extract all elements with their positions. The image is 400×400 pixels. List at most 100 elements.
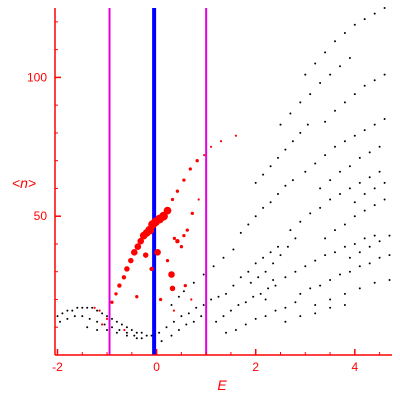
x-tick-label: -2 [52, 360, 63, 374]
data-point-s1-80 [244, 323, 247, 326]
data-point-s1-70 [222, 315, 225, 318]
data-point-s1-159 [339, 273, 341, 276]
data-point-s1-87 [247, 223, 250, 226]
data-point-s0-9 [131, 249, 138, 256]
x-axis-label: E [217, 377, 227, 393]
data-point-s1-64 [247, 270, 250, 273]
data-point-s1-191 [363, 193, 366, 195]
data-point-s1-13 [120, 323, 123, 326]
data-point-s0-41 [169, 285, 176, 292]
data-point-s1-20 [59, 320, 61, 323]
data-point-s1-58 [212, 265, 215, 268]
data-point-s1-7 [91, 306, 94, 309]
data-point-s0-23 [188, 167, 192, 171]
data-point-s0-19 [163, 206, 172, 215]
data-point-s0-36 [185, 228, 189, 232]
data-point-s1-189 [388, 234, 391, 237]
data-point-s1-139 [304, 170, 307, 173]
data-point-s1-41 [180, 315, 183, 318]
data-point-s1-133 [329, 198, 332, 201]
data-point-s1-4 [76, 306, 79, 309]
data-point-s1-15 [130, 329, 133, 331]
data-point-s1-193 [383, 181, 386, 184]
data-point-s1-167 [343, 292, 346, 295]
highlighted-points [93, 134, 237, 332]
data-point-s1-56 [192, 281, 195, 284]
data-point-s1-24 [88, 317, 91, 320]
data-point-s0-40 [168, 271, 175, 278]
data-point-s0-45 [172, 309, 175, 312]
data-point-s1-164 [388, 254, 391, 257]
data-point-s0-0 [93, 306, 96, 309]
data-point-s1-110 [304, 73, 307, 76]
data-point-s1-37 [135, 337, 138, 340]
data-point-s0-47 [101, 323, 104, 326]
data-point-s1-50 [185, 323, 188, 326]
data-point-s1-149 [334, 109, 336, 112]
data-point-s0-5 [117, 283, 122, 288]
data-point-s1-22 [73, 315, 76, 318]
data-point-s1-162 [368, 262, 371, 265]
data-point-s1-137 [368, 176, 371, 179]
data-point-s1-198 [294, 237, 297, 240]
data-point-s1-125 [343, 245, 346, 248]
data-point-s1-136 [358, 181, 361, 184]
data-point-s1-203 [284, 320, 287, 323]
data-point-s1-146 [373, 123, 376, 126]
data-point-s1-35 [115, 331, 118, 334]
data-point-s1-156 [309, 287, 312, 290]
data-point-s1-199 [249, 281, 252, 284]
data-point-s1-182 [358, 156, 361, 159]
data-point-s1-128 [373, 234, 376, 237]
data-point-s1-46 [217, 295, 220, 298]
data-point-s1-144 [353, 134, 356, 137]
data-point-s1-86 [239, 231, 242, 234]
y-tick-label: 100 [27, 70, 47, 84]
data-point-s1-3 [71, 309, 74, 312]
data-point-s1-0 [56, 315, 59, 318]
data-point-s1-98 [284, 148, 287, 151]
data-point-s1-85 [294, 301, 297, 304]
data-point-s1-205 [314, 312, 317, 315]
data-point-s1-141 [324, 154, 327, 157]
data-point-s1-153 [373, 79, 376, 82]
data-point-s1-19 [150, 334, 153, 337]
data-point-s1-39 [165, 326, 168, 329]
data-point-s1-119 [284, 276, 287, 279]
data-point-s1-148 [324, 120, 327, 123]
data-point-s1-42 [187, 312, 190, 315]
data-point-s1-97 [277, 156, 279, 159]
data-point-s0-27 [219, 140, 223, 143]
data-point-s1-172 [334, 229, 336, 232]
data-point-s1-123 [324, 254, 327, 257]
data-point-s1-192 [373, 187, 376, 190]
data-point-s1-147 [383, 118, 386, 120]
data-point-s0-38 [197, 198, 200, 201]
data-point-s1-105 [309, 93, 312, 96]
data-point-s1-181 [348, 165, 351, 168]
data-point-s1-151 [353, 93, 356, 96]
data-point-s0-34 [175, 239, 180, 244]
data-point-s1-52 [200, 315, 203, 318]
data-point-s0-39 [149, 266, 154, 272]
data-point-s1-82 [264, 315, 267, 318]
data-point-s1-36 [125, 334, 128, 337]
data-point-s0-7 [124, 266, 130, 272]
data-point-s1-92 [284, 184, 287, 187]
data-point-s1-152 [363, 84, 366, 87]
data-point-s1-186 [358, 251, 361, 254]
data-point-s1-84 [284, 306, 287, 309]
data-point-s0-6 [121, 275, 127, 280]
data-point-s1-57 [202, 273, 205, 276]
data-point-s1-124 [334, 251, 336, 254]
data-point-s0-42 [183, 283, 187, 288]
data-point-s0-22 [182, 178, 186, 182]
data-point-s0-3 [110, 300, 114, 304]
data-point-s1-75 [259, 292, 262, 295]
data-point-s1-61 [225, 292, 227, 295]
data-point-s1-81 [254, 317, 257, 320]
data-point-s0-44 [158, 297, 163, 302]
data-point-s1-91 [277, 193, 279, 195]
data-point-s1-5 [81, 306, 84, 309]
data-point-s1-120 [294, 270, 297, 273]
